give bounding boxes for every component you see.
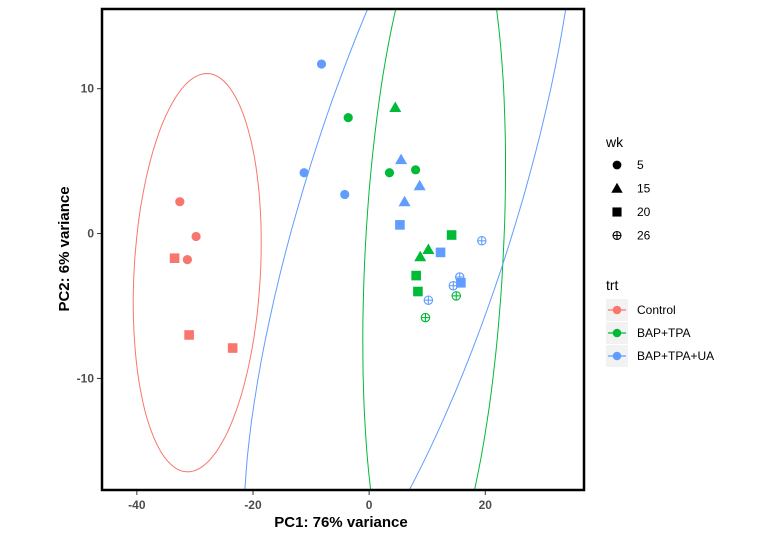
point-bap-tpa-ua-wk5 — [340, 189, 350, 200]
axes-layer: -40 -20 0 20 -10 0 10 — [77, 82, 493, 512]
y-tick-label: 0 — [87, 227, 94, 241]
legend-title-wk: wk — [605, 134, 624, 150]
point-control-wk5 — [182, 255, 192, 265]
x-tick-label: 0 — [366, 498, 373, 512]
point-control-wk5 — [191, 231, 201, 242]
point-bap-tpa-ua-wk5 — [316, 59, 327, 69]
legend-key-wk-5 — [612, 160, 622, 170]
legend-label-wk: 20 — [637, 205, 651, 219]
point-control-wk20 — [169, 253, 180, 263]
legend-key-trt-bap-tpa — [612, 328, 622, 338]
point-control-wk20 — [227, 343, 238, 353]
legend-label-wk: 5 — [637, 158, 644, 172]
point-bap-tpa-ua-wk15 — [398, 195, 411, 207]
point-bap-tpa-wk15 — [422, 243, 435, 254]
legend-key-trt-control — [612, 305, 622, 315]
point-bap-tpa-wk5 — [343, 113, 353, 123]
point-bap-tpa-ua-wk26 — [448, 280, 459, 291]
point-bap-tpa-ua-wk20 — [456, 278, 466, 288]
point-bap-tpa-wk20 — [411, 270, 421, 281]
legend-key-trt-bap-tpa-ua — [612, 351, 622, 361]
point-control-wk20 — [184, 330, 194, 340]
point-bap-tpa-wk20 — [413, 286, 423, 297]
ellipse-bap-tpa-ua — [244, 9, 567, 490]
y-axis-title: PC2: 6% variance — [56, 186, 73, 311]
point-bap-tpa-ua-wk20 — [395, 220, 405, 230]
point-bap-tpa-ua-wk26 — [423, 295, 434, 305]
legend-key-wk-15 — [611, 182, 623, 193]
x-axis-title: PC1: 76% variance — [274, 514, 407, 531]
legend-layer: wk 5 15 20 26 trt Control BAP+TPA BAP+TPA+UA — [605, 134, 714, 367]
point-bap-tpa-ua-wk26 — [454, 272, 465, 282]
x-tick-label: 20 — [479, 498, 493, 512]
point-bap-tpa-wk5 — [384, 168, 395, 178]
point-layer — [169, 59, 487, 353]
legend-key-wk-26 — [612, 230, 622, 241]
point-bap-tpa-wk15 — [414, 250, 427, 262]
legend-label-wk: 26 — [637, 229, 651, 243]
point-bap-tpa-ua-wk26 — [477, 236, 487, 246]
point-bap-tpa-ua-wk20 — [435, 247, 446, 258]
legend-label-trt: Control — [637, 303, 676, 317]
panel-border — [100, 7, 586, 492]
point-bap-tpa-wk5 — [410, 165, 421, 175]
legend-label-trt: BAP+TPA+UA — [637, 349, 714, 363]
ellipse-layer — [132, 9, 567, 490]
legend-title-trt: trt — [606, 277, 619, 293]
point-control-wk5 — [175, 197, 185, 207]
point-bap-tpa-wk15 — [389, 101, 402, 113]
legend-label-wk: 15 — [637, 182, 651, 196]
point-bap-tpa-wk26 — [420, 312, 431, 323]
legend-label-trt: BAP+TPA — [637, 326, 690, 340]
legend-key-wk-20 — [612, 207, 622, 217]
y-tick-label: 10 — [81, 82, 95, 96]
x-tick-label: -20 — [244, 498, 262, 512]
point-bap-tpa-ua-wk5 — [299, 168, 309, 178]
point-bap-tpa-ua-wk15 — [413, 179, 426, 191]
y-tick-label: -10 — [77, 371, 95, 385]
point-bap-tpa-ua-wk15 — [395, 153, 408, 165]
ellipse-control — [132, 72, 262, 473]
x-tick-label: -40 — [128, 498, 146, 512]
point-bap-tpa-wk26 — [451, 291, 461, 301]
point-bap-tpa-wk20 — [446, 230, 457, 240]
ellipse-bap-tpa — [362, 9, 506, 490]
